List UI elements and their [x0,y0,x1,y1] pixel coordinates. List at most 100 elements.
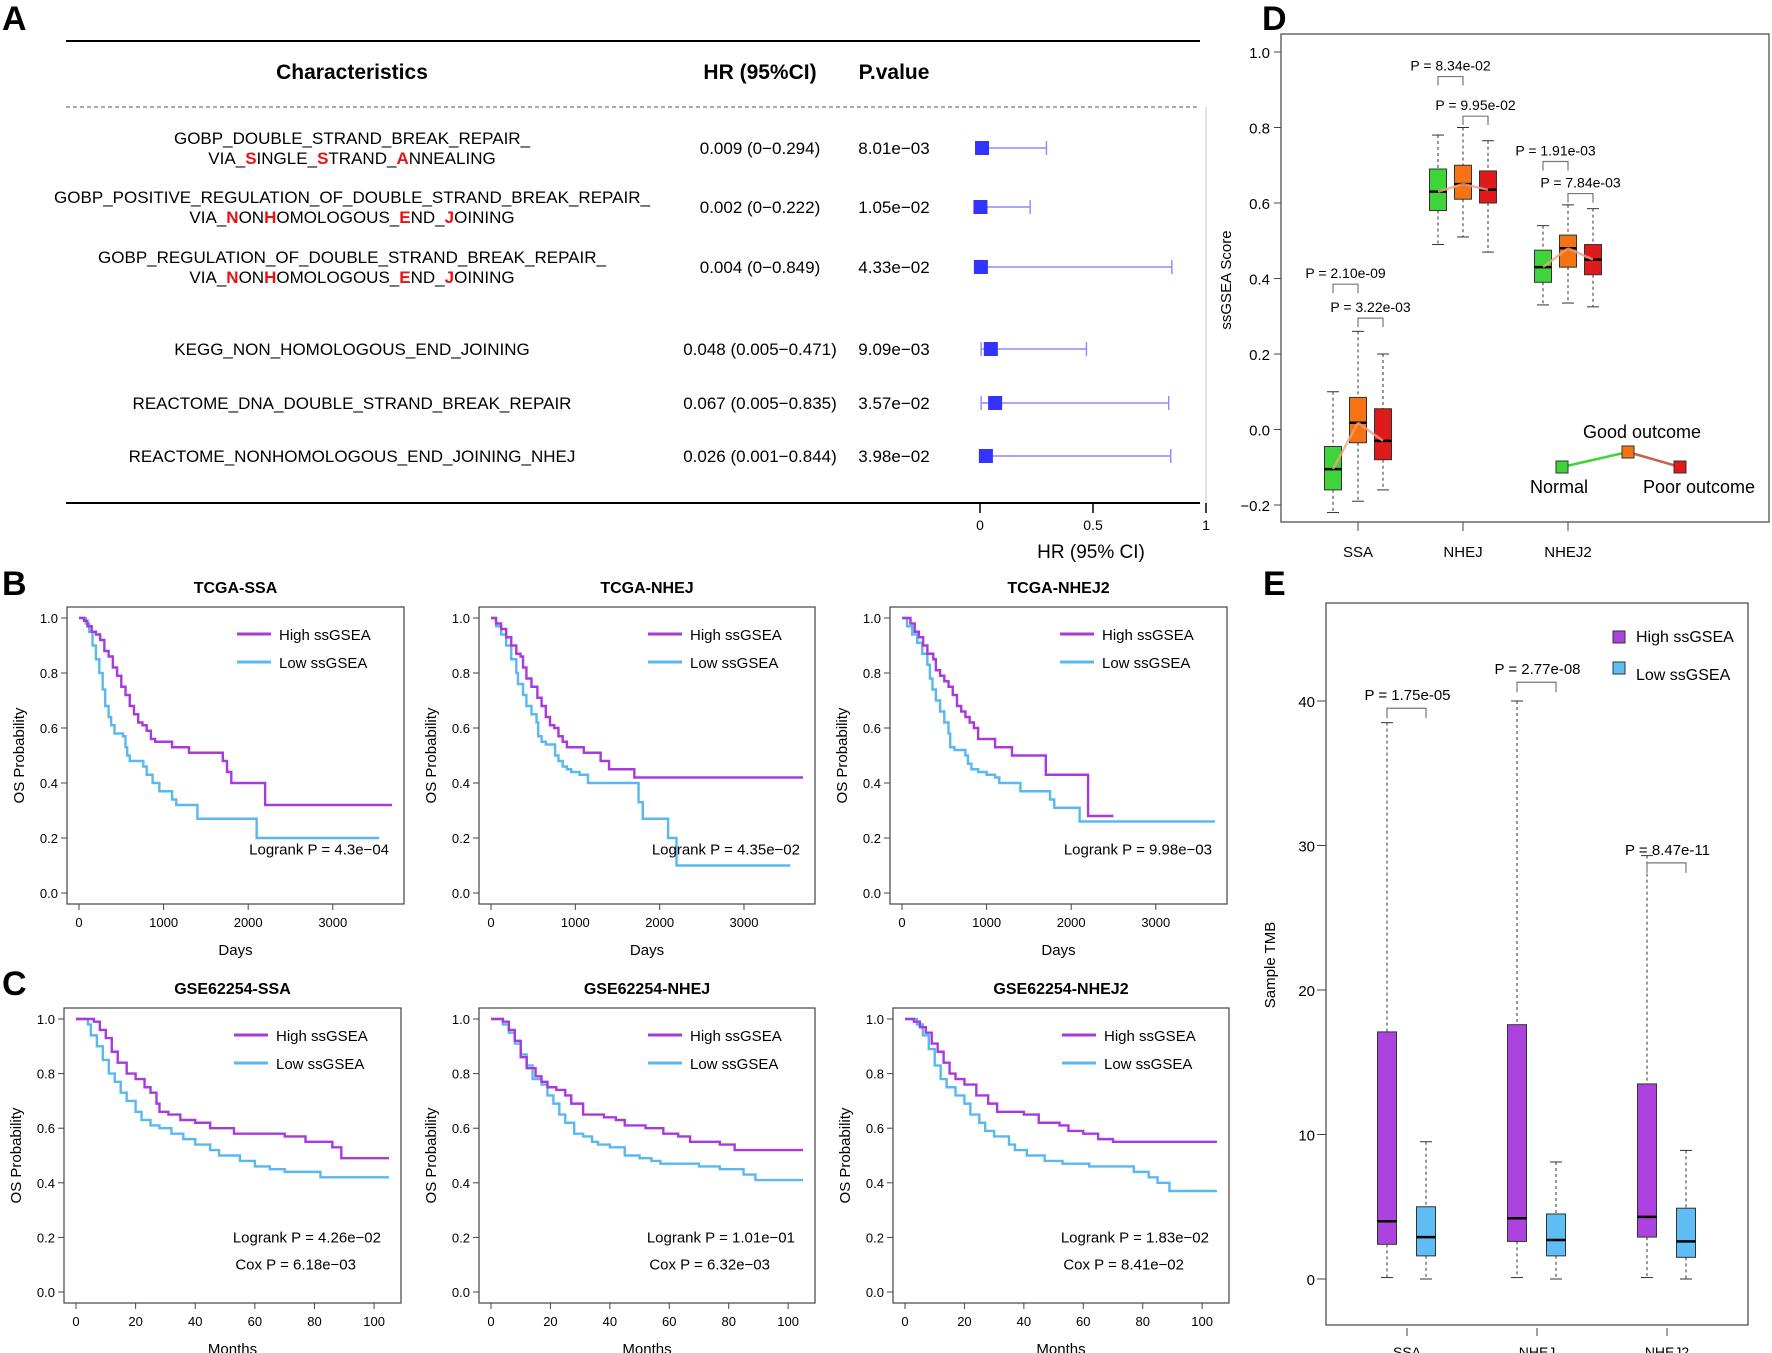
y-tick-label: 1.0 [1249,45,1270,62]
pathway-char: _ [432,394,443,413]
pathway-char: O [326,268,339,287]
pathway-char: N [226,208,238,227]
pathway-char: A [477,394,489,413]
legend-label-high: High ssGSEA [690,1028,782,1045]
pathway-char: T [374,394,384,413]
logrank-p: Logrank P = 1.01e−01 [647,1229,795,1246]
box-high-ssgsea [1377,722,1397,1279]
panel-letter-b: B [2,565,27,603]
box-normal [1534,225,1552,306]
pathway-name: VIA_NONHOMOLOGOUS_END_JOINING [189,208,514,227]
pathway-char: H [272,447,284,466]
pathway-char: N [258,340,270,359]
panel-letter-a: A [2,0,27,38]
pathway-char: S [245,149,256,168]
pathway-char: _ [524,248,535,267]
pathway-char: I [484,268,489,287]
pathway-char: O [284,188,297,207]
pathway-char: O [186,447,199,466]
legend-label-low: Low ssGSEA [1102,655,1190,672]
pathway-char: R [129,447,141,466]
header-pvalue: P.value [859,61,930,84]
x-tick-label: 3000 [730,915,759,930]
x-tick-label: 0 [72,1314,79,1329]
pathway-char: D [423,208,435,227]
plot-title: GSE62254-NHEJ2 [993,981,1128,998]
pathway-char: L [317,208,326,227]
pathway-char: _ [434,208,445,227]
pathway-char: _ [190,188,201,207]
y-tick-label: 20 [1298,983,1315,1000]
km-plot: TCGA-NHEJ2 0.0 0.2 0.4 0.6 0.8 1.0 OS Probabili… [834,580,1228,959]
pathway-char: G [210,340,223,359]
pathway-char: N [472,268,484,287]
pathway-char: O [320,340,333,359]
box-iqr [1507,1024,1527,1242]
pathway-char: _ [389,208,400,227]
y-tick-label: 0.2 [863,831,881,846]
pathway-char: R [559,394,571,413]
forest-row: GOBP_POSITIVE_REGULATION_OF_DOUBLE_STRAN… [54,188,1031,227]
pathway-char: U [237,188,249,207]
y-tick-label: 0.6 [863,721,881,736]
y-tick-label: 0.8 [40,666,58,681]
pathway-char: G [180,248,193,267]
hr-point [975,141,990,155]
pathway-char: D [309,248,321,267]
pathway-char: D [439,340,451,359]
comparison-bracket [1462,115,1489,126]
pathway-char: I [484,208,489,227]
pathway-char: R [157,248,169,267]
pathway-char: L [317,268,326,287]
box-iqr [1637,1083,1657,1238]
pathway-char: E [186,340,197,359]
x-axis-label: Months [622,1341,671,1353]
pathway-name: REACTOME_NONHOMOLOGOUS_END_JOINING_NHEJ [129,447,576,466]
pathway-char: G [224,188,237,207]
pathway-char: L [358,248,367,267]
pathway-char: N [489,268,501,287]
x-tick-label: 2000 [645,915,674,930]
pathway-char: _ [222,340,233,359]
x-tick-label: NHEJ2 [1645,1344,1690,1353]
pathway-char: R [454,394,466,413]
y-tick-label: 0.4 [452,776,470,791]
pathway-char: O [353,268,366,287]
y-tick-label: 0.2 [1249,347,1270,364]
comparison-p: P = 1.91e-03 [1515,142,1596,158]
y-tick-label: 0.8 [1249,121,1270,138]
pathway-char: _ [235,149,246,168]
x-tick-label: 60 [1076,1314,1090,1329]
y-tick-label: 0.6 [37,1121,55,1136]
box-high-ssgsea [1507,700,1527,1279]
p-value: 8.01e−03 [858,139,929,158]
pathway-char: L [250,188,259,207]
pathway-char: _ [434,268,445,287]
pathway-char: R [534,248,546,267]
pathway-char: E [466,394,477,413]
y-tick-label: 0.6 [40,721,58,736]
pathway-char: _ [501,188,512,207]
pathway-char: _ [377,248,388,267]
pathway-char: R [508,129,520,148]
pathway-char: O [361,447,374,466]
pathway-char: E [471,129,482,148]
pathway-char: M [290,208,304,227]
y-tick-label: 0.0 [1249,423,1270,440]
pathway-char: O [304,268,317,287]
hr-value: 0.026 (0.001−0.844) [683,447,837,466]
legend-label-low: Low ssGSEA [279,655,367,672]
pathway-char: V [189,268,201,287]
y-tick-label: 0.4 [37,1176,55,1191]
pathway-char: _ [450,340,461,359]
x-tick-label: 0.5 [1083,517,1103,533]
pathway-char: D [352,188,364,207]
legend-label-low: Low ssGSEA [690,1056,778,1073]
pathway-char: B [391,129,402,148]
km-curve-low [79,616,380,840]
pathway-char: N [427,340,439,359]
p-value: 1.05e−02 [858,198,929,217]
box-good-outcome [1454,127,1472,238]
pathway-char: D [421,394,433,413]
forest-x-axis-label: HR (95% CI) [1037,542,1145,563]
